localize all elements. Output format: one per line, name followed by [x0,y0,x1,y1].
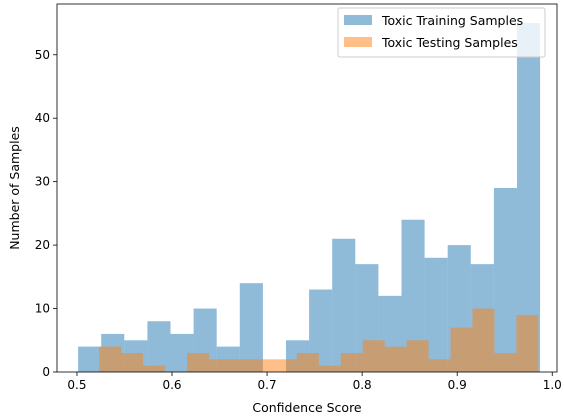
legend-swatch-testing [344,37,372,47]
bar-testing-7 [252,359,275,372]
y-tick-label: 20 [35,238,50,252]
bar-training-18 [493,188,517,372]
bar-testing-14 [406,340,429,372]
legend-label-testing: Toxic Testing Samples [381,35,518,50]
y-axis-ticks: 0 10 20 30 40 50 [35,48,57,379]
y-axis-label: Number of Samples [7,126,22,250]
bar-testing-17 [472,308,495,372]
bar-testing-4 [187,352,209,372]
bar-testing-5 [208,359,231,372]
bar-testing-0 [99,346,122,372]
bar-testing-9 [296,352,319,372]
bar-testing-13 [384,346,407,372]
bar-testing-11 [340,352,363,372]
y-tick-label: 30 [35,175,50,189]
bar-testing-19 [516,314,539,372]
y-tick-label: 50 [35,48,50,62]
x-tick-label: 0.6 [162,378,181,392]
x-axis-label: Confidence Score [252,400,362,415]
y-tick-label: 10 [35,302,50,316]
x-tick-label: 1.0 [543,378,562,392]
x-tick-label: 0.5 [67,378,86,392]
bar-testing-6 [230,359,253,372]
legend-box [337,7,546,58]
plot-frame [56,3,558,373]
bar-testing-15 [428,359,451,372]
x-tick-label: 0.9 [448,378,467,392]
bar-training-11 [332,238,356,372]
bar-testing-18 [494,352,517,372]
legend-label-training: Toxic Training Samples [381,13,523,28]
bar-training-0 [78,346,102,372]
bar-testing-16 [450,327,473,372]
bar-training-3 [147,321,171,372]
x-tick-label: 0.8 [353,378,372,392]
bar-testing-8 [274,359,297,372]
bar-testing-1 [121,352,144,372]
bar-training-7 [239,283,263,372]
x-axis-ticks: 0.5 0.6 0.7 0.8 0.9 1.0 [67,372,562,392]
legend-swatch-training [344,15,372,25]
bar-training-14 [401,219,425,372]
bar-testing-2 [143,365,166,372]
bar-training-15 [424,257,448,372]
bar-training-19 [516,23,541,372]
bar-testing-12 [362,340,385,372]
y-tick-label: 0 [42,365,50,379]
x-tick-label: 0.7 [258,378,277,392]
bar-training-10 [309,289,333,372]
bars-layer [78,23,541,372]
bar-testing-10 [318,365,341,372]
y-tick-label: 40 [35,111,50,125]
legend: Toxic Training Samples Toxic Testing Sam… [337,7,546,58]
